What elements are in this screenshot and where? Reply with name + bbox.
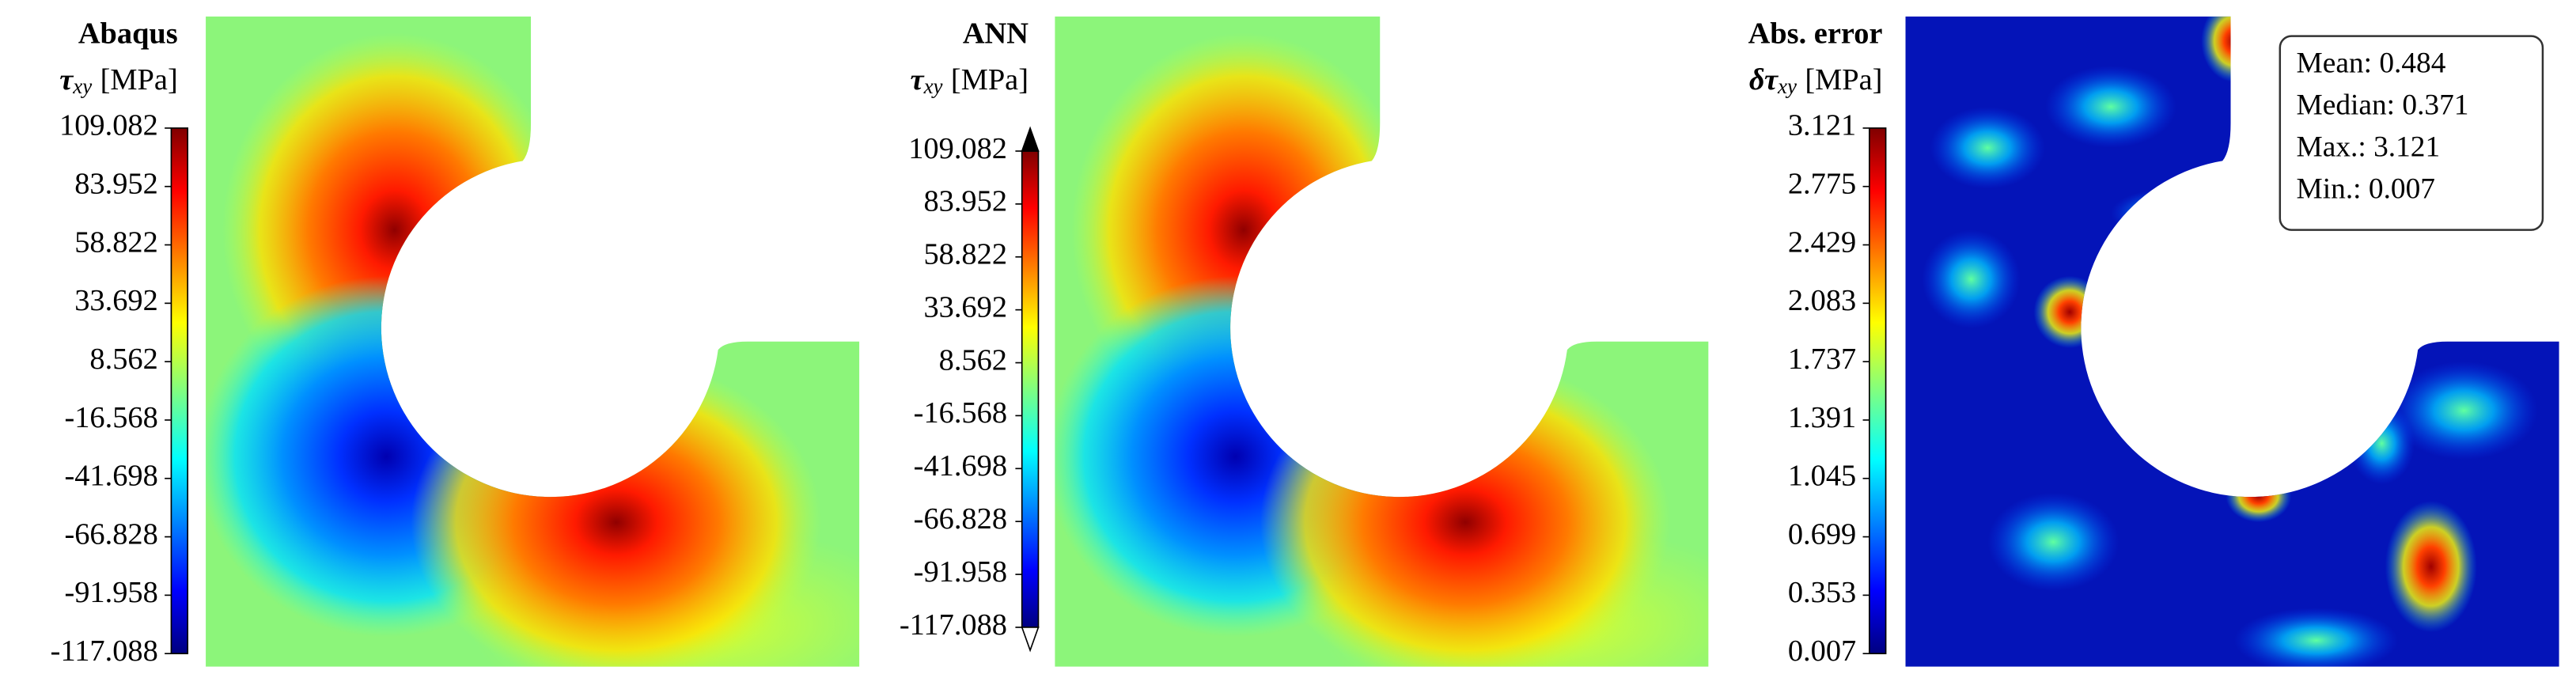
colorbar-tick-label: -117.088	[51, 634, 158, 668]
colorbar-label: τxy [MPa]	[59, 63, 177, 99]
colorbar-tick-label: -66.828	[64, 517, 157, 551]
label-unit: [MPa]	[951, 63, 1029, 97]
colorbar-tick-label: -16.568	[914, 396, 1007, 430]
colorbar-label: τxy [MPa]	[911, 63, 1029, 99]
colorbar-tick-label: 0.007	[1788, 634, 1856, 668]
colorbar-tick-label: -16.568	[64, 401, 157, 434]
colorbar-tick-label: 0.353	[1788, 576, 1856, 609]
colorbar-tick-label: 0.699	[1788, 517, 1856, 551]
colorbar	[170, 127, 189, 655]
stat-text: Max.: 3.121	[2297, 131, 2441, 163]
colorbar-tick-label: 2.775	[1788, 168, 1856, 201]
label-symbol: δτ	[1749, 63, 1779, 97]
colorbar-extend-max	[1021, 126, 1040, 152]
panel-title: Abaqus	[78, 17, 178, 50]
colorbar-tick-label: -66.828	[914, 502, 1007, 536]
panel-title: Abs. error	[1748, 17, 1883, 50]
label-subscript: xy	[923, 74, 943, 98]
colorbar-tick-label: 1.737	[1788, 343, 1856, 376]
colorbar-tick-label: 58.822	[923, 238, 1007, 271]
colorbar-tick-label: -91.958	[914, 555, 1007, 589]
colorbar-tick-label: -41.698	[914, 449, 1007, 483]
colorbar-extend-min	[1021, 627, 1040, 653]
field-ann	[1055, 16, 1709, 667]
panel-title: ANN	[963, 17, 1029, 50]
colorbar-tick-label: 33.692	[923, 290, 1007, 324]
colorbar-tick-label: 3.121	[1788, 109, 1856, 142]
colorbar	[1869, 127, 1887, 655]
colorbar-tick-label: 83.952	[74, 168, 158, 201]
colorbar-tick-label: 1.391	[1788, 401, 1856, 434]
label-subscript: xy	[72, 74, 92, 98]
colorbar-tick-label: -91.958	[64, 576, 157, 609]
colorbar-tick-label: 1.045	[1788, 460, 1856, 493]
stats-box	[2279, 35, 2544, 231]
label-symbol: τ	[911, 63, 926, 97]
colorbar-tick-label: 8.562	[939, 343, 1007, 377]
colorbar-tick-label: 2.429	[1788, 225, 1856, 259]
colorbar-tick-label: 109.082	[59, 109, 158, 142]
label-subscript: xy	[1777, 74, 1797, 98]
stat-text: Median: 0.371	[2297, 89, 2469, 122]
colorbar-tick-label: 2.083	[1788, 284, 1856, 317]
stat-text: Min.: 0.007	[2297, 172, 2435, 205]
colorbar	[1021, 150, 1040, 628]
colorbar-tick-label: -117.088	[900, 608, 1007, 642]
field-abaqus	[206, 16, 860, 667]
colorbar-tick-label: 58.822	[74, 225, 158, 259]
label-unit: [MPa]	[100, 63, 178, 97]
label-unit: [MPa]	[1805, 63, 1882, 97]
colorbar-tick-label: -41.698	[64, 460, 157, 493]
colorbar-tick-label: 109.082	[908, 132, 1007, 165]
colorbar-label: δτxy [MPa]	[1749, 63, 1883, 99]
colorbar-tick-label: 33.692	[74, 284, 158, 317]
colorbar-tick-label: 8.562	[89, 343, 157, 376]
colorbar-tick-label: 83.952	[923, 185, 1007, 218]
stat-text: Mean: 0.484	[2297, 47, 2446, 80]
label-symbol: τ	[59, 63, 74, 97]
